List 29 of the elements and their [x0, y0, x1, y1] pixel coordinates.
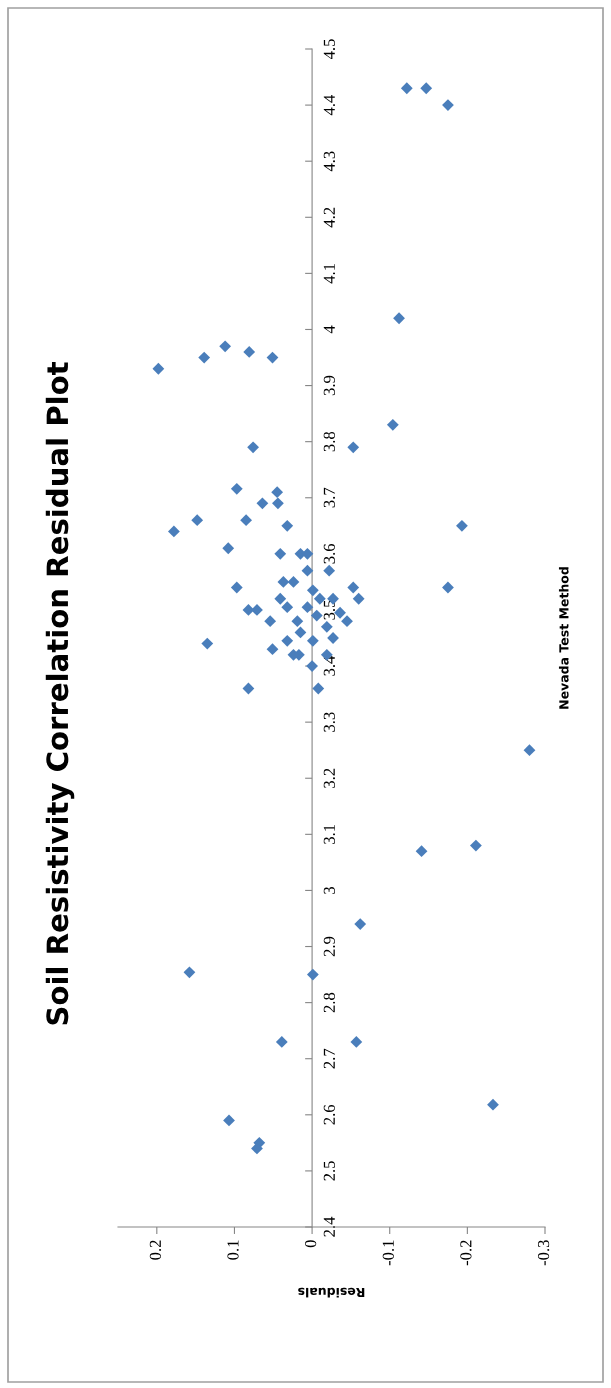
- y-tick-label: 3.3: [323, 712, 335, 732]
- y-tick-label: 2.6: [323, 1104, 335, 1125]
- y-tick-label: 3.6: [323, 543, 335, 564]
- y-tick-label: 2.7: [323, 1048, 335, 1069]
- y-tick-label: 3.8: [323, 431, 335, 452]
- text: Soil Resistivity Correlation Residual Plot: [45, 362, 75, 1025]
- y-tick-label: 2.4: [323, 1216, 335, 1237]
- x-tick-label: 0: [305, 1240, 317, 1248]
- y-tick-label: 4.5: [323, 39, 335, 60]
- y-tick-label: 4.2: [323, 207, 335, 228]
- y-tick-label: 3.2: [323, 768, 335, 788]
- y-tick-label: 4.1: [323, 263, 335, 284]
- y-tick-label: 3.9: [323, 375, 335, 396]
- y-tick-label: 4: [323, 325, 335, 334]
- y-tick-label: 4.4: [323, 94, 335, 116]
- x-tick-label: -0.3: [537, 1240, 550, 1266]
- y-tick-label: 2.8: [323, 992, 335, 1013]
- y-tick-label: 3.7: [323, 487, 335, 508]
- x-axis-title: Residuals: [298, 1287, 365, 1298]
- y-tick-label: 2.9: [323, 936, 335, 957]
- x-tick-label: 0.1: [227, 1240, 239, 1260]
- x-tick-label: -0.2: [460, 1240, 472, 1266]
- y-tick-label: 4.3: [323, 151, 335, 172]
- y-tick-label: 2.5: [323, 1161, 335, 1181]
- y-tick-label: 3: [323, 886, 335, 894]
- y-axis-title: Nevada Test Method: [558, 567, 569, 709]
- y-tick-label: 3.1: [323, 824, 335, 844]
- x-tick-label: -0.1: [382, 1240, 394, 1266]
- x-tick-label: 0.2: [149, 1240, 162, 1260]
